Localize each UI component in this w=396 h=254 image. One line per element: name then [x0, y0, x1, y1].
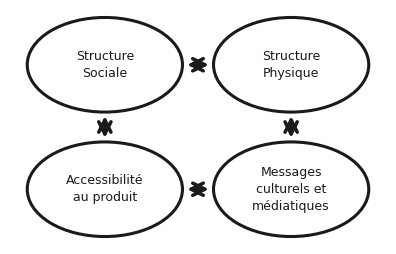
Text: Messages
culturels et
médiatiques: Messages culturels et médiatiques	[252, 166, 330, 213]
Text: Structure
Physique: Structure Physique	[262, 50, 320, 80]
Ellipse shape	[213, 18, 369, 112]
Text: Structure
Sociale: Structure Sociale	[76, 50, 134, 80]
Ellipse shape	[213, 142, 369, 236]
Text: Accessibilité
au produit: Accessibilité au produit	[66, 174, 144, 204]
Ellipse shape	[27, 18, 183, 112]
Ellipse shape	[27, 142, 183, 236]
